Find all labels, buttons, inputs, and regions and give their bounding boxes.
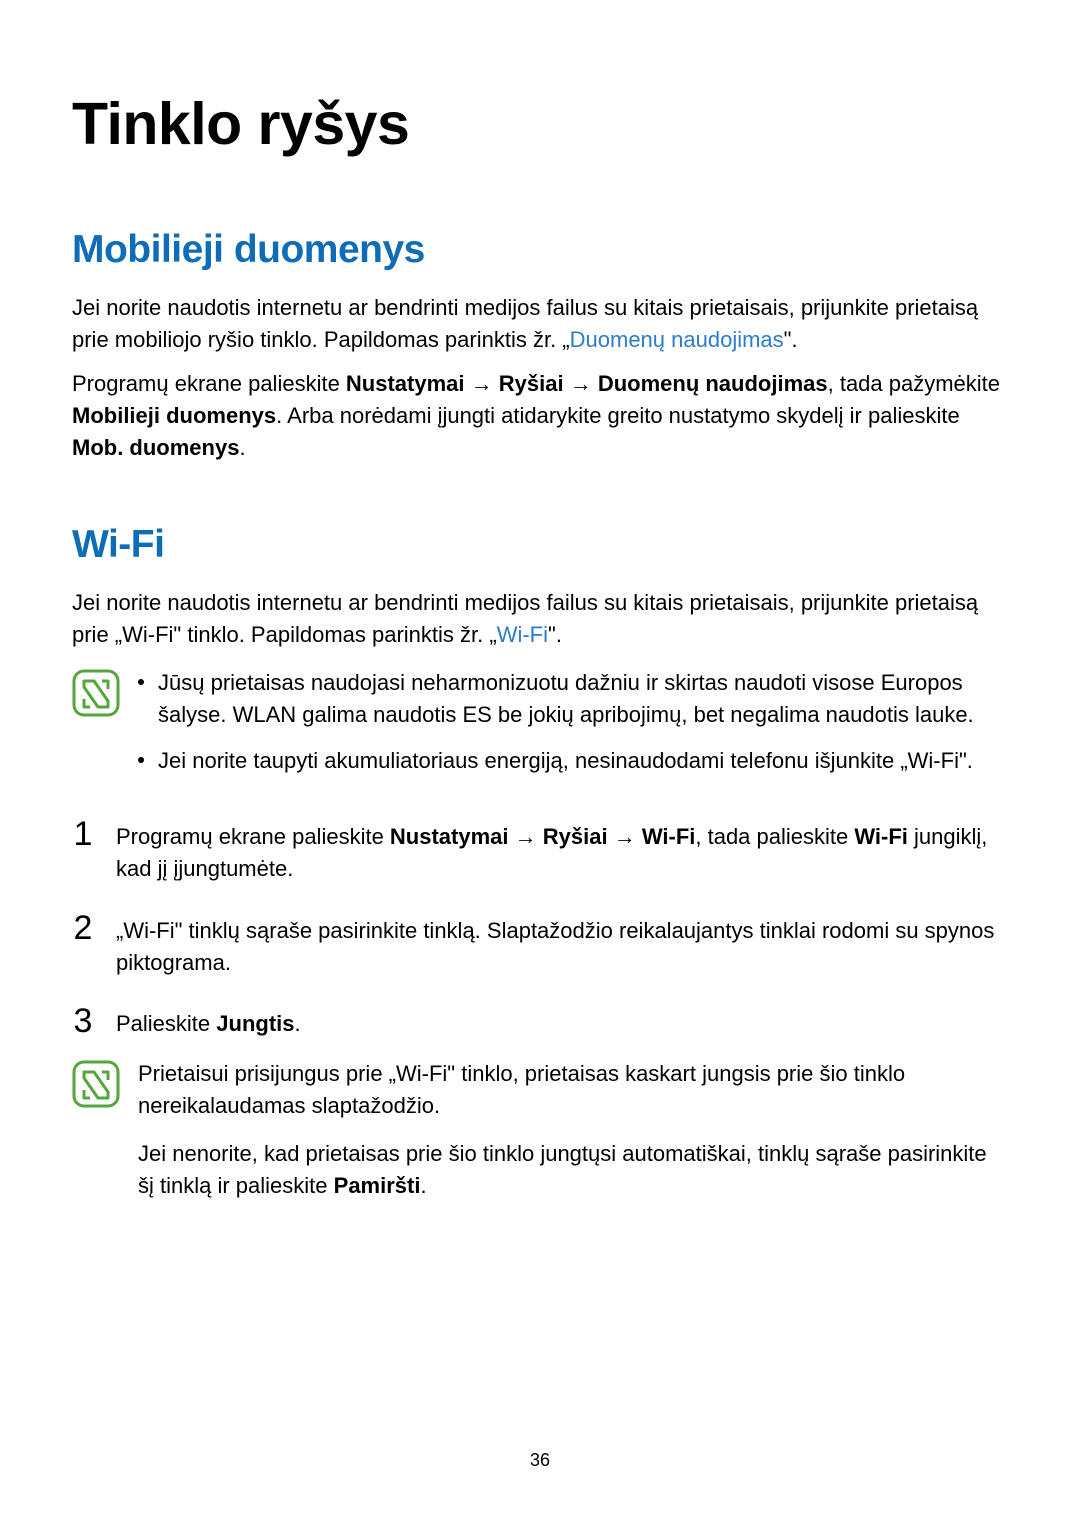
- note2-paragraph2: Jei nenorite, kad prietaisas prie šio ti…: [138, 1138, 1008, 1202]
- text: ".: [784, 327, 798, 352]
- step-2: 2 „Wi-Fi" tinklų sąraše pasirinkite tink…: [72, 911, 1008, 979]
- section-wifi-heading: Wi-Fi: [72, 523, 1008, 567]
- text: Jei norite naudotis internetu ar bendrin…: [72, 295, 978, 352]
- note2-paragraph1: Prietaisui prisijungus prie „Wi-Fi" tink…: [138, 1058, 1008, 1122]
- text: . Arba norėdami įjungti atidarykite grei…: [276, 403, 960, 428]
- page-title: Tinklo ryšys: [72, 90, 1008, 158]
- text: ".: [548, 622, 562, 647]
- bold-text: Duomenų naudojimas: [598, 371, 828, 396]
- bold-text: Ryšiai: [543, 824, 608, 849]
- step-text: „Wi-Fi" tinklų sąraše pasirinkite tinklą…: [116, 911, 1008, 979]
- bullet-dot-icon: [138, 679, 144, 685]
- bold-text: Jungtis: [216, 1011, 294, 1036]
- text: .: [295, 1011, 301, 1036]
- step-text: Palieskite Jungtis.: [116, 1004, 1008, 1040]
- text: , tada palieskite: [695, 824, 854, 849]
- step-number: 3: [72, 1004, 94, 1038]
- text: →: [465, 371, 499, 396]
- text: .: [420, 1173, 426, 1198]
- text: Programų ekrane palieskite: [72, 371, 346, 396]
- text: .: [239, 435, 245, 460]
- text: Programų ekrane palieskite: [116, 824, 390, 849]
- link-data-usage[interactable]: Duomenų naudojimas: [570, 327, 784, 352]
- text: →: [564, 371, 598, 396]
- note-icon: [72, 1060, 120, 1108]
- bold-text: Mobilieji duomenys: [72, 403, 276, 428]
- section-mobile-data-heading: Mobilieji duomenys: [72, 228, 1008, 272]
- note-icon: [72, 669, 120, 717]
- section1-paragraph1: Jei norite naudotis internetu ar bendrin…: [72, 292, 1008, 356]
- text: →: [608, 824, 642, 849]
- bold-text: Ryšiai: [499, 371, 564, 396]
- bold-text: Nustatymai: [390, 824, 509, 849]
- note-block-1: Jūsų prietaisas naudojasi neharmonizuotu…: [72, 667, 1008, 791]
- step-number: 2: [72, 911, 94, 945]
- step-1: 1 Programų ekrane palieskite Nustatymai …: [72, 817, 1008, 885]
- step-3: 3 Palieskite Jungtis.: [72, 1004, 1008, 1040]
- text: Palieskite: [116, 1011, 216, 1036]
- bullet-text: Jūsų prietaisas naudojasi neharmonizuotu…: [158, 667, 1008, 731]
- page-number: 36: [0, 1450, 1080, 1471]
- text: →: [509, 824, 543, 849]
- text: Jei nenorite, kad prietaisas prie šio ti…: [138, 1141, 987, 1198]
- bullet-item: Jei norite taupyti akumuliatoriaus energ…: [138, 745, 1008, 777]
- note-block-2: Prietaisui prisijungus prie „Wi-Fi" tink…: [72, 1058, 1008, 1218]
- link-wifi[interactable]: Wi-Fi: [497, 622, 548, 647]
- step-number: 1: [72, 817, 94, 851]
- bold-text: Wi-Fi: [642, 824, 696, 849]
- bold-text: Pamiršti: [334, 1173, 421, 1198]
- bold-text: Nustatymai: [346, 371, 465, 396]
- bold-text: Wi-Fi: [854, 824, 908, 849]
- bullet-text: Jei norite taupyti akumuliatoriaus energ…: [158, 745, 973, 777]
- text: , tada pažymėkite: [828, 371, 1000, 396]
- step-text: Programų ekrane palieskite Nustatymai → …: [116, 817, 1008, 885]
- bold-text: Mob. duomenys: [72, 435, 239, 460]
- bullet-dot-icon: [138, 757, 144, 763]
- section1-paragraph2: Programų ekrane palieskite Nustatymai → …: [72, 368, 1008, 464]
- bullet-item: Jūsų prietaisas naudojasi neharmonizuotu…: [138, 667, 1008, 731]
- section2-paragraph1: Jei norite naudotis internetu ar bendrin…: [72, 587, 1008, 651]
